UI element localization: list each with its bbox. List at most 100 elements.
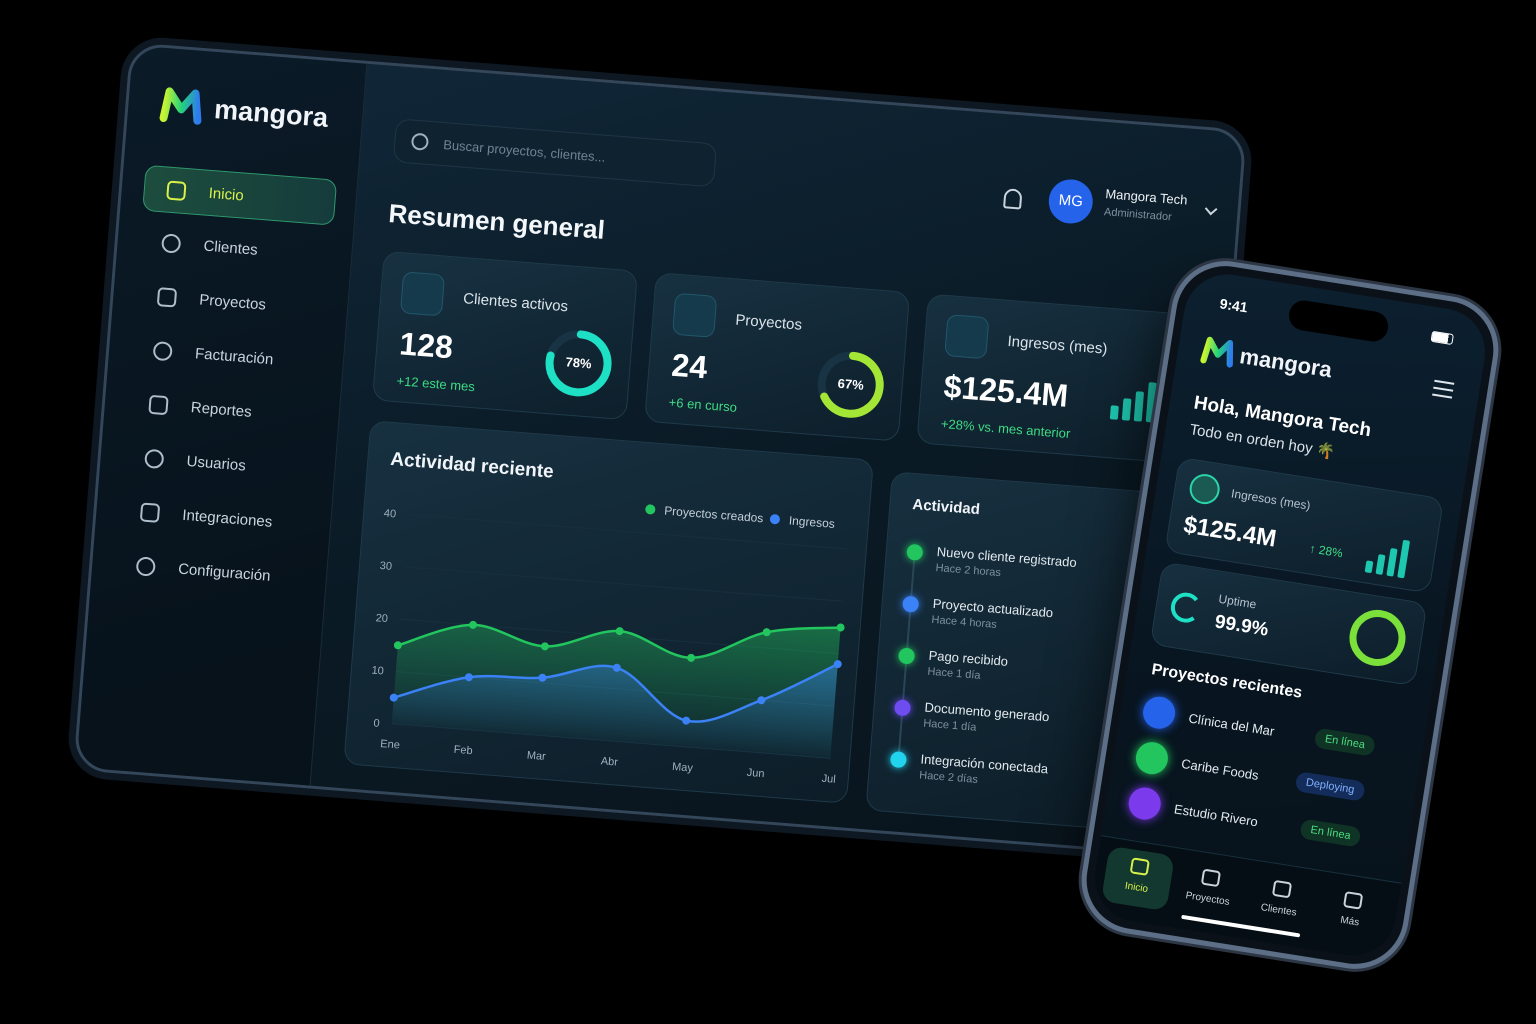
ring-arc bbox=[1349, 609, 1406, 666]
deco-bar bbox=[1109, 405, 1119, 420]
data-point bbox=[612, 663, 621, 672]
search-box[interactable]: Buscar proyectos, clientes... bbox=[392, 118, 718, 188]
nav-icon bbox=[139, 502, 161, 523]
nav-label: Integraciones bbox=[181, 506, 273, 531]
tab-icon bbox=[1129, 857, 1150, 876]
nav-label: Inicio bbox=[208, 184, 245, 205]
deco-bar bbox=[1397, 539, 1411, 579]
revenue-icon bbox=[1187, 471, 1222, 507]
line-chart: Actividad reciente Proyectos creados Ingre… bbox=[371, 449, 847, 786]
uptime-value: 99.9% bbox=[1213, 611, 1270, 641]
activity-item-time: Hace 1 día bbox=[922, 717, 977, 734]
deco-bar bbox=[1386, 547, 1398, 577]
y-tick-label: 0 bbox=[373, 717, 380, 729]
nav-icon bbox=[148, 394, 169, 416]
chevron-icon bbox=[1204, 202, 1218, 216]
x-tick-label: May bbox=[672, 761, 694, 775]
data-point bbox=[615, 627, 624, 636]
phone-screen: 9:41 mangora Hola, Mangora Tech Todo en ord… bbox=[1088, 268, 1492, 962]
tab-label: Proyectos bbox=[1184, 890, 1231, 909]
nav-icon bbox=[135, 556, 156, 577]
x-tick-label: Ene bbox=[380, 738, 400, 751]
data-point bbox=[757, 696, 766, 705]
legend-swatch bbox=[769, 514, 780, 525]
kpi-card: Ingresos (mes) $125.4M +28% vs. mes anteri… bbox=[916, 293, 1183, 464]
grid-line bbox=[404, 566, 843, 602]
legend-label: Proyectos creados bbox=[664, 504, 764, 526]
project-name: Clínica del Mar bbox=[1187, 710, 1276, 739]
timeline-dot bbox=[902, 595, 920, 613]
y-tick-label: 40 bbox=[383, 508, 396, 521]
x-tick-label: Abr bbox=[600, 755, 618, 768]
project-status[interactable]: En línea bbox=[1313, 727, 1377, 757]
data-point bbox=[393, 641, 402, 650]
ring-arc bbox=[817, 351, 884, 418]
timeline-dot bbox=[897, 647, 916, 665]
tab-label: Clientes bbox=[1259, 902, 1298, 919]
legend-label: Ingresos bbox=[788, 513, 835, 531]
project-name: Caribe Foods bbox=[1180, 755, 1260, 783]
data-point bbox=[836, 623, 845, 632]
project-icon bbox=[1126, 785, 1164, 822]
tab-icon bbox=[1200, 868, 1222, 888]
tab-item[interactable]: Inicio bbox=[1100, 845, 1175, 912]
deco-bar bbox=[1375, 554, 1386, 575]
tab-item[interactable]: Más bbox=[1314, 879, 1388, 945]
uptime-label: Uptime bbox=[1217, 591, 1258, 612]
project-status[interactable]: Deploying bbox=[1294, 771, 1366, 802]
bell-icon[interactable] bbox=[1003, 188, 1023, 210]
revenue-change: ↑ 28% bbox=[1308, 541, 1344, 561]
deco-bar bbox=[1133, 391, 1145, 422]
page-title: Resumen general bbox=[387, 198, 607, 245]
phone-mockup: 9:41 mangora Hola, Mangora Tech Todo en ord… bbox=[1073, 253, 1507, 977]
tab-item[interactable]: Proyectos bbox=[1172, 857, 1246, 923]
brand-logo bbox=[159, 87, 202, 125]
user-menu[interactable]: MG Mangora Tech Administrador bbox=[1047, 176, 1230, 240]
legend-swatch bbox=[645, 504, 656, 515]
deco-bar bbox=[1364, 560, 1374, 574]
kpi-value: 128 bbox=[398, 325, 455, 366]
area-fill bbox=[391, 664, 838, 759]
data-point bbox=[540, 642, 549, 651]
brand-logo bbox=[1200, 336, 1234, 368]
nav-label: Clientes bbox=[202, 237, 259, 259]
revenue-value: $125.4M bbox=[1181, 511, 1279, 553]
kpi-icon bbox=[944, 314, 990, 360]
activity-item-time: Hace 4 horas bbox=[931, 613, 998, 631]
nav-icon bbox=[160, 233, 182, 254]
nav-icon bbox=[144, 448, 165, 470]
kpi-ring bbox=[545, 330, 612, 397]
activity-item-time: Hace 2 horas bbox=[935, 562, 1002, 580]
menu-button[interactable] bbox=[1432, 379, 1455, 399]
kpi-icon bbox=[672, 292, 718, 338]
kpi-title: Ingresos (mes) bbox=[1006, 332, 1108, 358]
project-icon bbox=[1133, 739, 1171, 777]
nav-label: Reportes bbox=[190, 399, 253, 421]
chart-card: Actividad reciente Proyectos creados Ingre… bbox=[343, 420, 874, 804]
kpi-delta: +12 este mes bbox=[396, 373, 476, 395]
data-point bbox=[682, 716, 691, 725]
kpi-card: Clientes activos 128 +12 este mes 78% bbox=[372, 250, 638, 421]
timeline-dot bbox=[889, 751, 908, 769]
project-status[interactable]: En línea bbox=[1299, 818, 1362, 848]
kpi-ring bbox=[817, 351, 884, 418]
nav-label: Facturación bbox=[194, 345, 274, 369]
search-icon bbox=[410, 132, 430, 151]
status-time: 9:41 bbox=[1218, 295, 1249, 316]
x-tick-label: Jun bbox=[746, 767, 765, 780]
data-point bbox=[538, 673, 547, 682]
nav-label: Configuración bbox=[177, 560, 272, 585]
nav-label: Proyectos bbox=[198, 291, 267, 314]
kpi-value: $125.4M bbox=[942, 368, 1070, 414]
uptime-spinner bbox=[1168, 590, 1204, 625]
x-tick-label: Feb bbox=[453, 744, 473, 757]
tab-label: Más bbox=[1339, 914, 1360, 929]
tab-item[interactable]: Clientes bbox=[1243, 868, 1317, 934]
data-point bbox=[687, 653, 696, 662]
data-point bbox=[762, 628, 771, 637]
revenue-label: Ingresos (mes) bbox=[1230, 486, 1312, 513]
uptime-ring bbox=[1349, 609, 1406, 666]
nav-icon bbox=[166, 180, 187, 201]
x-tick-label: Mar bbox=[526, 750, 546, 763]
